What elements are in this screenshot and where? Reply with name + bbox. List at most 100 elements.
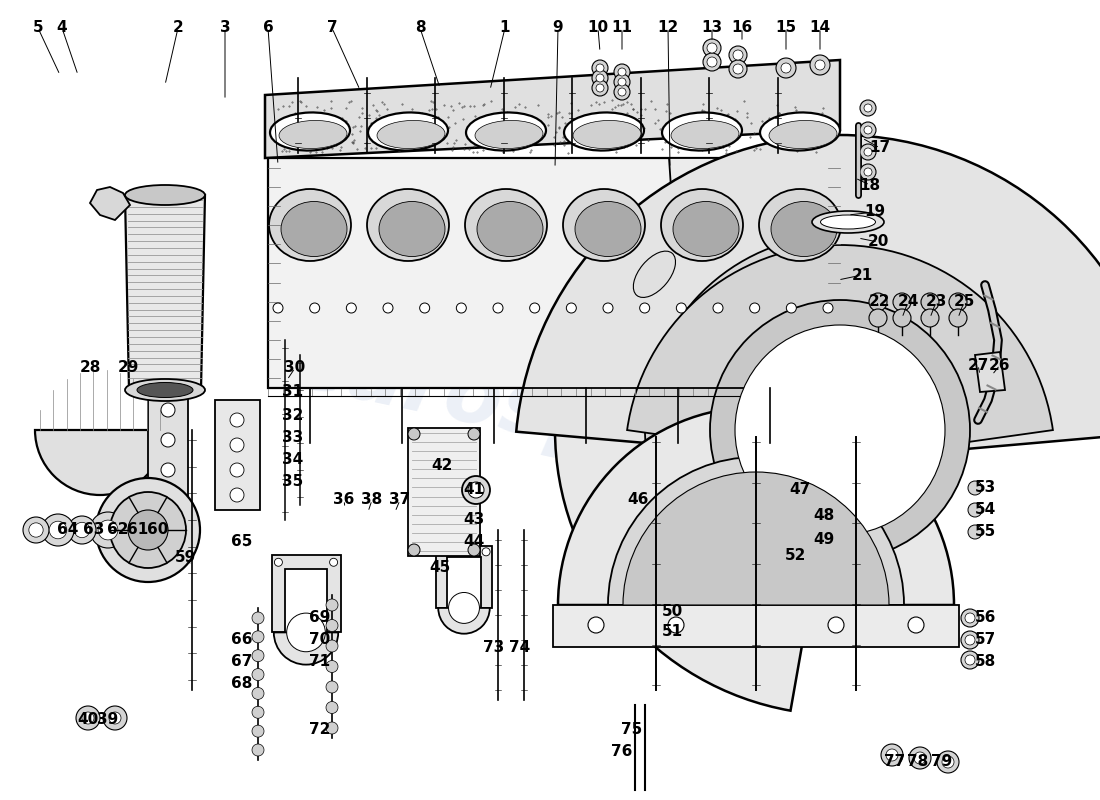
Circle shape [733,50,742,60]
Text: 74: 74 [509,641,530,655]
Circle shape [252,725,264,737]
Circle shape [50,522,67,539]
Circle shape [90,512,126,548]
Text: 46: 46 [627,493,649,507]
Circle shape [614,84,630,100]
Ellipse shape [377,121,446,149]
Circle shape [103,706,127,730]
Text: 19: 19 [865,205,886,219]
Circle shape [729,46,747,64]
Circle shape [252,744,264,756]
Text: 62: 62 [108,522,129,538]
Ellipse shape [812,211,884,233]
Wedge shape [558,407,954,605]
Circle shape [729,60,747,78]
Circle shape [707,43,717,53]
Circle shape [676,303,686,313]
Ellipse shape [368,113,448,150]
Circle shape [252,687,264,699]
Text: 18: 18 [859,178,881,193]
Ellipse shape [661,189,743,261]
Wedge shape [516,135,1100,460]
Text: 51: 51 [661,625,683,639]
Circle shape [735,325,945,535]
Text: 1: 1 [499,21,510,35]
Circle shape [592,80,608,96]
Circle shape [161,433,175,447]
Circle shape [618,78,626,86]
Circle shape [68,516,96,544]
Ellipse shape [634,562,675,609]
Circle shape [864,104,872,112]
Circle shape [893,309,911,327]
Text: 73: 73 [483,641,505,655]
Ellipse shape [563,189,645,261]
Text: 70: 70 [309,633,331,647]
Text: 49: 49 [813,533,835,547]
Circle shape [310,303,320,313]
Text: 39: 39 [98,713,119,727]
Text: 10: 10 [587,21,608,35]
Text: 35: 35 [283,474,304,490]
Text: 43: 43 [463,513,485,527]
Circle shape [468,544,480,556]
Wedge shape [35,430,165,495]
Text: 47: 47 [790,482,811,498]
Polygon shape [148,388,188,500]
Circle shape [909,747,931,769]
Text: 29: 29 [118,361,139,375]
Ellipse shape [759,189,842,261]
Circle shape [596,74,604,82]
Polygon shape [553,605,959,647]
Circle shape [860,122,876,138]
Circle shape [326,722,338,734]
Circle shape [230,488,244,502]
Text: 14: 14 [810,21,830,35]
Wedge shape [438,608,490,634]
Text: 13: 13 [702,21,723,35]
Text: 65: 65 [231,534,253,550]
Circle shape [588,617,604,633]
Text: 61: 61 [128,522,148,538]
Text: 24: 24 [898,294,918,310]
Text: 27: 27 [967,358,989,373]
Circle shape [750,303,760,313]
Text: 5: 5 [33,21,43,35]
Text: 55: 55 [975,525,996,539]
Ellipse shape [771,202,837,257]
Ellipse shape [367,189,449,261]
Circle shape [881,744,903,766]
Circle shape [961,609,979,627]
Ellipse shape [662,113,742,150]
Circle shape [640,303,650,313]
Text: 6: 6 [263,21,274,35]
Text: 7: 7 [327,21,338,35]
Ellipse shape [125,379,205,401]
Circle shape [468,428,480,440]
Ellipse shape [671,121,739,149]
Text: 42: 42 [431,458,453,473]
Circle shape [961,651,979,669]
Circle shape [482,548,491,556]
Wedge shape [623,472,889,605]
Ellipse shape [466,113,546,150]
Circle shape [942,756,954,768]
Circle shape [346,303,356,313]
Circle shape [781,63,791,73]
Circle shape [449,593,480,623]
Circle shape [420,303,430,313]
Circle shape [592,70,608,86]
Polygon shape [125,195,205,390]
Circle shape [326,619,338,631]
Text: 23: 23 [925,294,947,310]
Circle shape [965,655,975,665]
Circle shape [864,148,872,156]
Circle shape [252,612,264,624]
Text: 52: 52 [785,549,806,563]
Circle shape [810,55,830,75]
Text: 28: 28 [79,361,101,375]
Circle shape [592,60,608,76]
Polygon shape [669,158,840,370]
Circle shape [815,60,825,70]
Circle shape [96,478,200,582]
